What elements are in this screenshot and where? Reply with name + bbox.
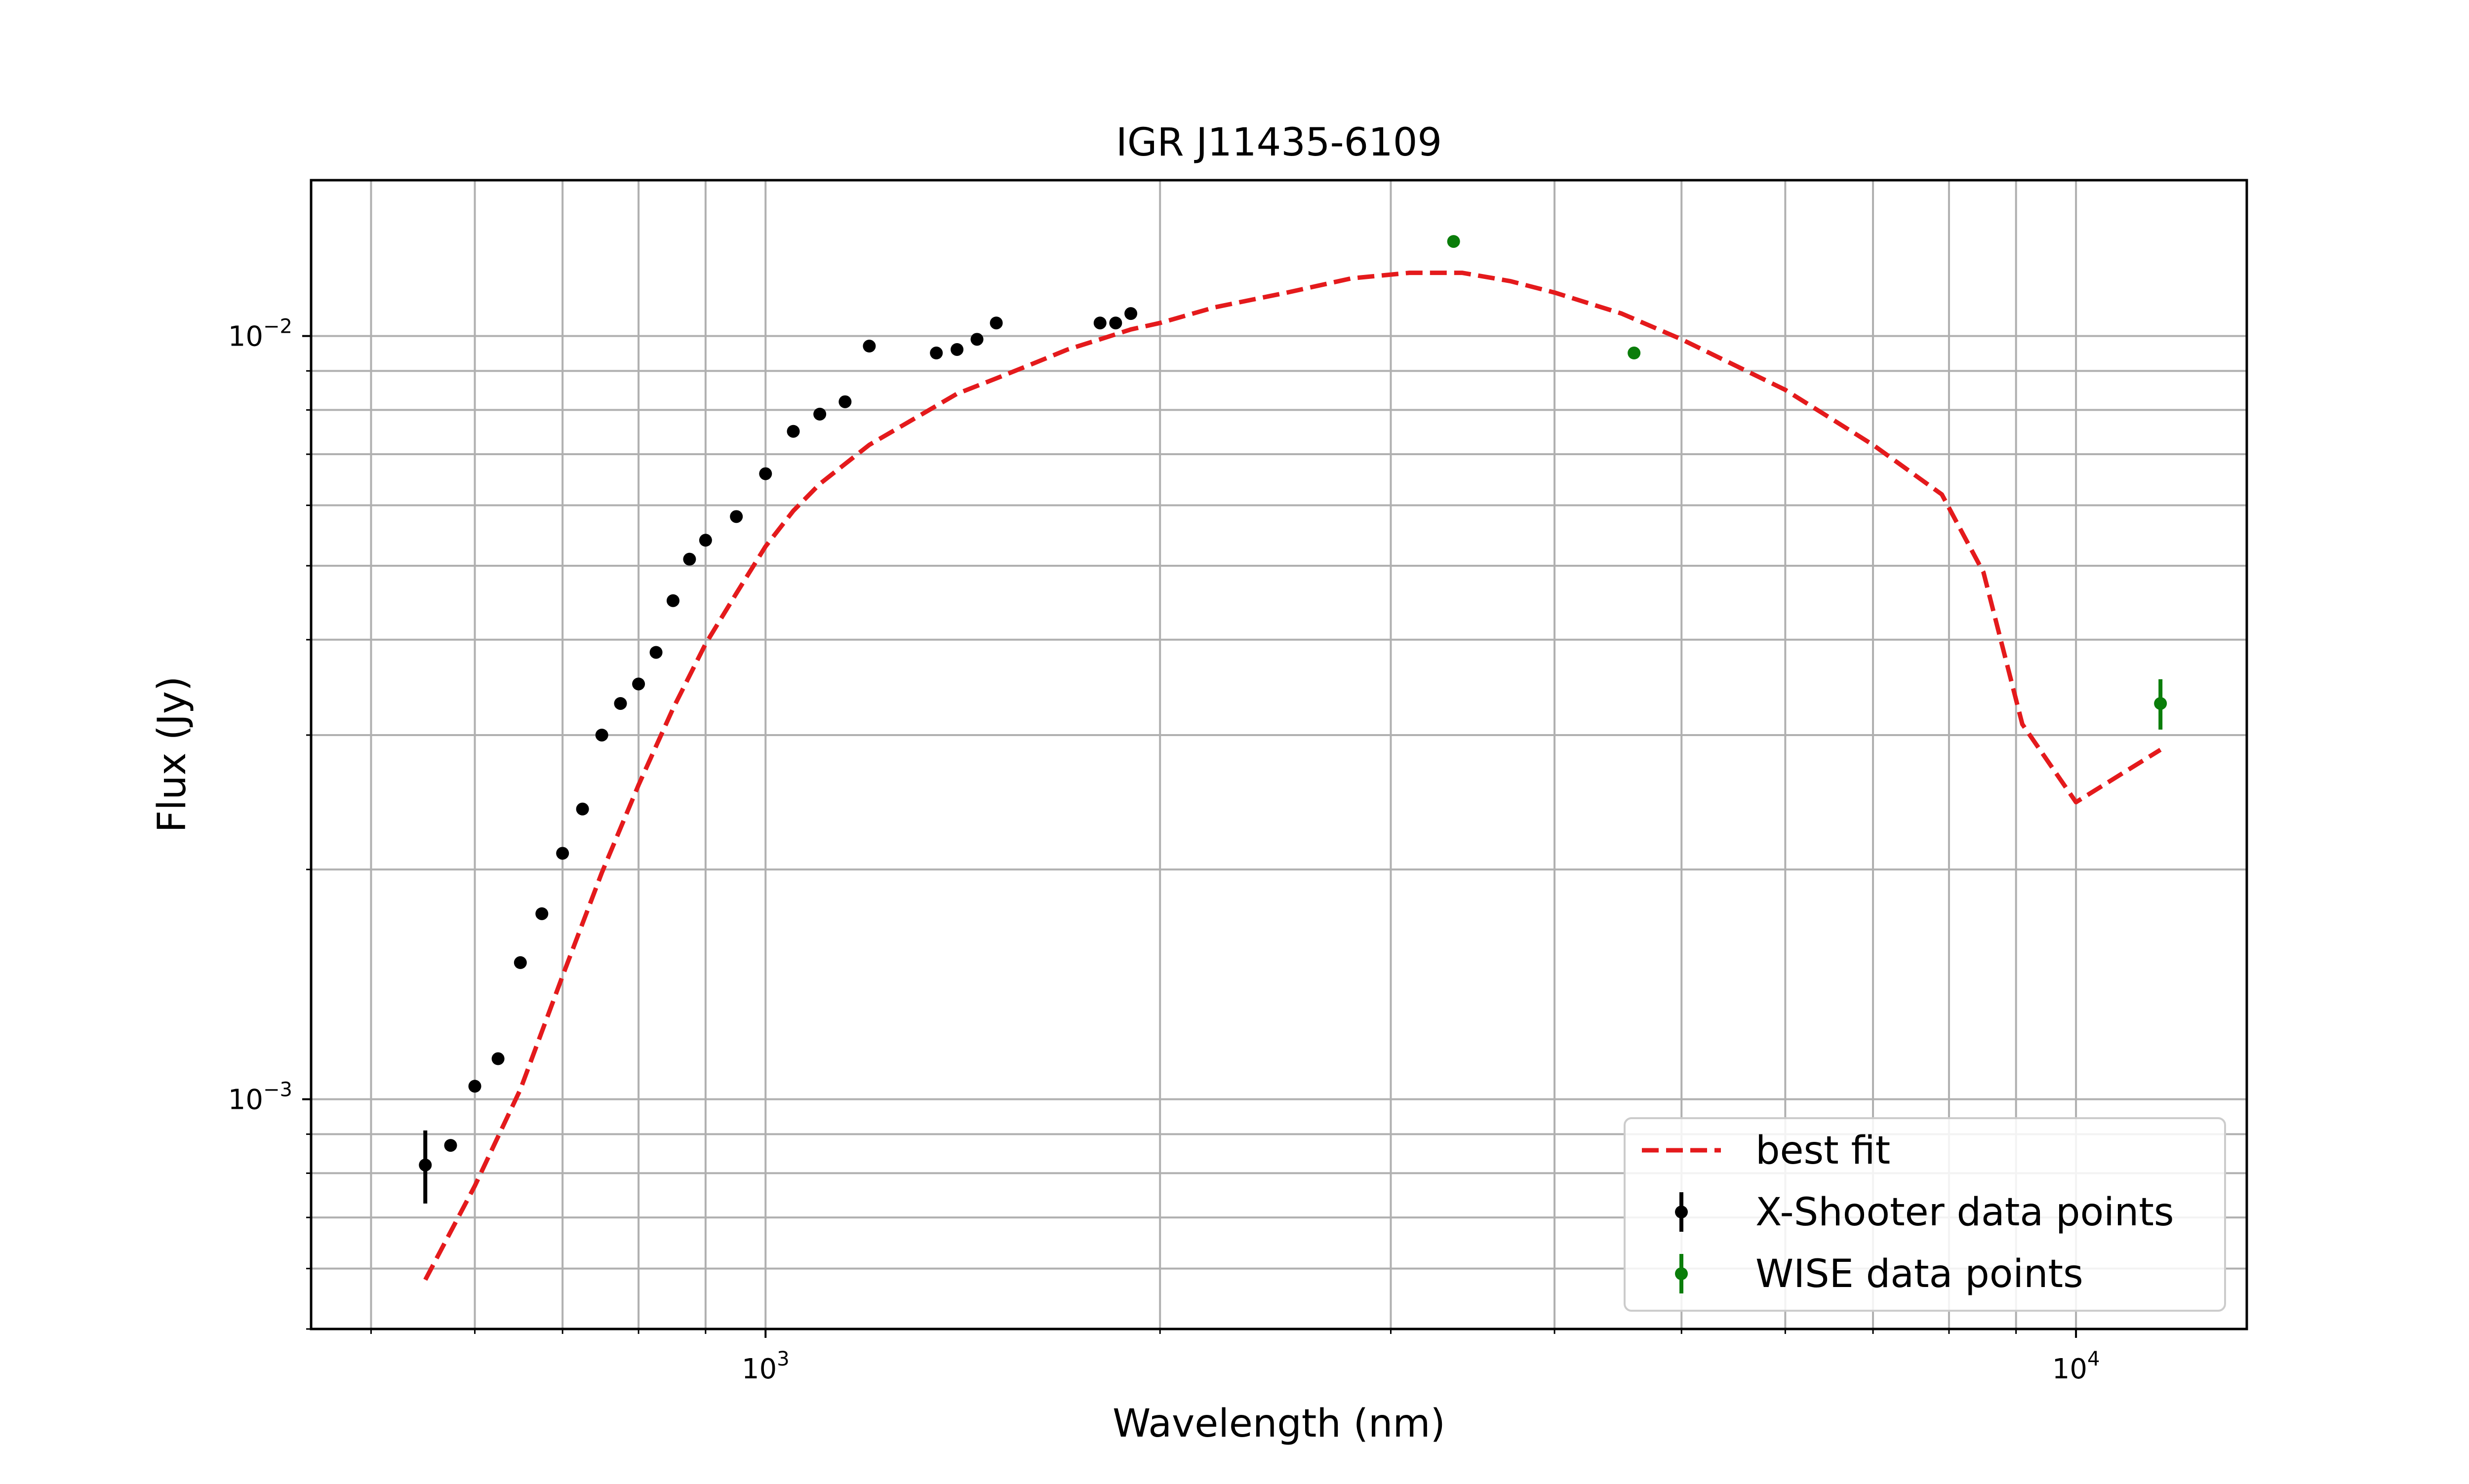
legend-label: WISE data points xyxy=(1755,1252,2083,1296)
xshooter-point xyxy=(535,907,549,920)
xshooter-point xyxy=(813,407,827,421)
legend-label: X-Shooter data points xyxy=(1755,1190,2174,1235)
xshooter-point xyxy=(1093,316,1107,330)
xshooter-point xyxy=(576,802,589,816)
xshooter-point xyxy=(838,395,852,408)
x-tick-label: 104 xyxy=(2052,1348,2100,1385)
xshooter-point xyxy=(514,956,527,969)
chart-title: IGR J11435-6109 xyxy=(1116,120,1442,165)
xshooter-point xyxy=(863,340,876,353)
xshooter-point xyxy=(1124,307,1138,320)
legend-frame xyxy=(1624,1117,2226,1312)
xshooter-point xyxy=(595,728,608,742)
xshooter-point xyxy=(614,697,627,710)
xshooter-point xyxy=(970,333,984,346)
y-tick-label: 10−2 xyxy=(228,315,292,353)
xshooter-point xyxy=(951,343,964,356)
xshooter-point xyxy=(666,594,679,607)
wise-point xyxy=(1628,347,1641,360)
xshooter-point xyxy=(730,510,743,523)
best-fit-line xyxy=(423,271,2162,1281)
xshooter-point xyxy=(632,677,645,691)
xshooter-point xyxy=(1109,316,1122,330)
legend: best fit X-Shooter data points WISE data p… xyxy=(1624,1117,2226,1312)
legend-marker-swatch xyxy=(1675,1267,1688,1280)
legend-marker-swatch xyxy=(1675,1206,1688,1218)
xshooter-point xyxy=(649,646,663,659)
plot-frame xyxy=(310,179,2248,1330)
plot-area xyxy=(419,235,2167,1281)
y-tick-label: 10−3 xyxy=(228,1079,292,1116)
legend-entries: best fit X-Shooter data points WISE data p… xyxy=(1642,1129,2174,1296)
xshooter-point xyxy=(683,552,696,566)
wise-point xyxy=(2154,697,2167,710)
xshooter-point xyxy=(468,1080,481,1093)
x-axis-label: Wavelength (nm) xyxy=(1113,1402,1445,1446)
xshooter-point xyxy=(759,467,772,480)
x-tick-label: 103 xyxy=(742,1348,790,1385)
xshooter-point xyxy=(930,347,943,360)
xshooter-point xyxy=(491,1052,505,1065)
legend-label: best fit xyxy=(1755,1129,1890,1173)
xshooter-point xyxy=(990,316,1003,330)
xshooter-point xyxy=(444,1139,457,1152)
xshooter-point xyxy=(419,1158,432,1172)
wise-point xyxy=(1447,235,1460,248)
y-axis-label: Flux (Jy) xyxy=(150,676,195,833)
xshooter-point xyxy=(787,425,800,438)
xshooter-point xyxy=(699,534,712,547)
xshooter-point xyxy=(556,847,569,860)
axis-ticks: 103 104 10−3 10−2 xyxy=(228,315,2100,1385)
